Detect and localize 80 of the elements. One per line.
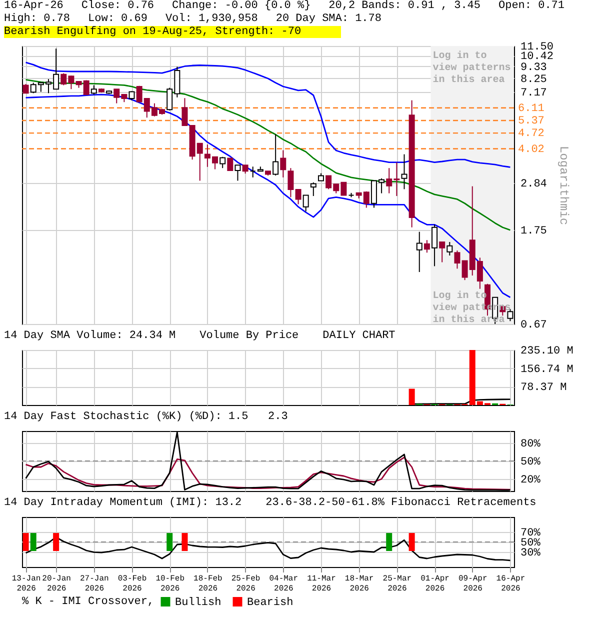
candlestick	[401, 154, 408, 190]
y-tick-label: 10.42	[520, 51, 554, 64]
legend-label: Bearish	[247, 596, 294, 609]
ref-line-label: 6.11	[518, 102, 545, 115]
text: Vol: 1,930,958	[165, 13, 258, 26]
text: 20 Day SMA: 1.78	[276, 13, 382, 26]
y-tick-label: 7.17	[520, 88, 547, 100]
y-tick-label: 30%	[520, 548, 541, 560]
candlestick	[446, 241, 453, 256]
y-tick-label: 2.84	[520, 178, 548, 190]
candlestick	[424, 240, 430, 254]
candlestick	[22, 83, 29, 94]
text: 16-Apr-26	[4, 0, 64, 13]
x-tick-label: 09-Apr 2026	[458, 574, 488, 594]
text: Low: 0.69	[88, 13, 148, 26]
candlestick	[250, 166, 256, 178]
line-series	[25, 536, 511, 562]
text: Open: 0.71	[498, 0, 565, 13]
candlestick	[416, 231, 422, 273]
candlestick	[310, 182, 316, 197]
x-tick-label: 04-Mar 2026	[269, 574, 298, 594]
y-tick-label: 50%	[520, 538, 541, 550]
x-tick-label: 18-Feb 2026	[194, 574, 223, 594]
text: High: 0.78	[4, 13, 70, 26]
candlestick	[439, 241, 446, 263]
x-tick-label: 10-Feb 2026	[156, 574, 185, 594]
candlestick	[280, 150, 286, 178]
candlestick	[288, 168, 294, 198]
line-series	[25, 62, 511, 168]
y-tick-label: 78.37 M	[520, 382, 567, 394]
legend-title: % K - IMI Crossover,	[22, 596, 154, 608]
x-tick-label: 27-Jan 2026	[80, 574, 110, 594]
bar	[408, 388, 415, 405]
y-tick-label: 156.74 M	[520, 364, 574, 376]
candlestick	[454, 250, 460, 270]
chart-title: 14 Day Intraday Momentum (IMI): 13.2	[4, 497, 242, 509]
x-tick-label: 11-Mar 2026	[307, 574, 336, 594]
y-axis-title: Logarithmic	[556, 146, 571, 226]
x-tick-label: 01-Apr 2026	[420, 574, 450, 594]
candlestick	[432, 224, 438, 267]
line-series	[25, 456, 511, 490]
candlestick	[128, 90, 135, 101]
candlestick	[302, 194, 309, 212]
candlestick	[234, 164, 241, 182]
text: 20,2 Bands: 0.91 , 3.45	[328, 0, 480, 13]
x-tick-label: 16-Apr 2026	[496, 574, 526, 594]
chart-title: 14 Day Fast Stochastic (%K) (%D): 1.5 2.3	[4, 411, 288, 423]
y-tick-label: 70%	[520, 528, 541, 540]
candlestick	[227, 158, 234, 171]
x-tick-label: 25-Mar 2026	[382, 574, 412, 594]
x-tick-label: 13-Jan 2026	[12, 574, 41, 594]
y-tick-label: 80%	[520, 438, 541, 450]
text: Close: 0.76	[81, 0, 154, 13]
candlestick	[272, 134, 279, 176]
text: DAILY CHART	[322, 330, 396, 343]
y-tick-label: 0.67	[520, 320, 547, 332]
y-tick-label: 9.33	[520, 62, 547, 74]
x-tick-label: 20-Jan 2026	[42, 574, 72, 594]
x-tick-label: 25-Feb 2026	[231, 574, 260, 594]
x-tick-label: 18-Mar 2026	[344, 574, 374, 594]
ref-line-label: 4.72	[518, 128, 544, 140]
y-tick-label: 50%	[520, 456, 541, 468]
band-label: Log in to view patterns in this area	[432, 50, 511, 86]
line-series	[25, 432, 511, 491]
ref-line-label: 5.37	[518, 115, 544, 128]
text: Volume By Price	[200, 330, 299, 343]
y-tick-label: 20%	[520, 474, 541, 486]
legend-label: Bullish	[175, 596, 222, 609]
ref-line-label: 4.02	[518, 144, 544, 156]
x-tick-label: 03-Feb 2026	[118, 574, 147, 594]
y-tick-label: 8.25	[520, 74, 547, 86]
y-tick-label: 1.75	[520, 226, 547, 238]
candlestick	[182, 98, 188, 126]
y-tick-label: 235.10 M	[520, 346, 574, 358]
candlestick	[295, 189, 302, 205]
text: 23.6-38.2-50-61.8% Fibonacci Retracements	[266, 497, 536, 510]
chart-title: Bearish Engulfing on 19-Aug-25, Strength: -70	[4, 26, 342, 38]
candlestick	[90, 84, 97, 96]
chart-title: 14 Day SMA Volume: 24.34 M	[4, 330, 176, 342]
text: Change: -0.00 {0.0 %}	[172, 0, 311, 13]
